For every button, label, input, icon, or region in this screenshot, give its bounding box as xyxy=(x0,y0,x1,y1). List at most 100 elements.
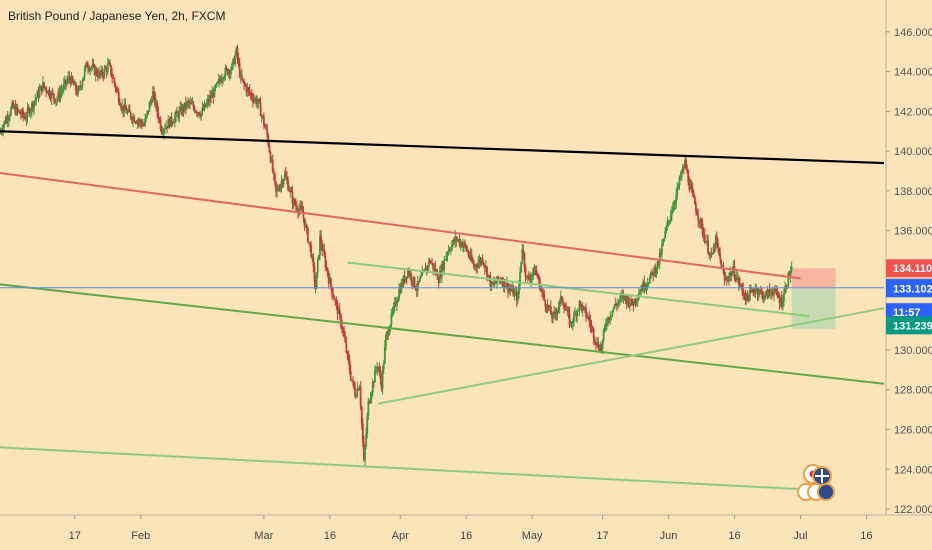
candle-body xyxy=(225,68,228,70)
candle-body xyxy=(563,304,565,310)
target-zone[interactable] xyxy=(791,268,836,288)
candle-body xyxy=(209,96,211,103)
candle-body xyxy=(590,326,593,328)
flag-uk-icon xyxy=(817,483,835,501)
candle-body xyxy=(306,228,309,242)
candle-body xyxy=(22,110,24,116)
candle-body xyxy=(772,294,774,296)
y-tick-label: 128.000 xyxy=(894,385,932,397)
candle-body xyxy=(197,112,199,114)
candle-body xyxy=(308,241,310,243)
trendline-light-green-upper[interactable] xyxy=(347,261,810,318)
candle-body xyxy=(337,309,340,315)
candle-body xyxy=(229,69,232,75)
candle-body xyxy=(129,112,132,118)
candle-body xyxy=(403,276,406,282)
candle-body xyxy=(503,279,506,288)
stop-zone[interactable] xyxy=(791,287,836,330)
candle-body xyxy=(603,326,606,331)
candle-body xyxy=(626,297,629,304)
candle-body xyxy=(437,279,440,284)
candle-body xyxy=(558,300,561,308)
candle-body xyxy=(501,281,504,286)
candle-body xyxy=(210,96,213,98)
candle-body xyxy=(625,297,628,304)
candle-body xyxy=(65,79,67,84)
candle-body xyxy=(685,160,687,170)
candle-body xyxy=(346,352,349,354)
price-tag-stop xyxy=(886,316,932,335)
candle-body xyxy=(2,125,5,131)
candle-body xyxy=(54,98,56,103)
candle-body xyxy=(448,249,451,251)
candle-body xyxy=(192,103,195,108)
candle-body xyxy=(493,282,496,284)
candle-body xyxy=(24,116,27,120)
candle-body xyxy=(757,293,760,295)
candle-body xyxy=(138,120,141,122)
candle-body xyxy=(251,98,254,102)
candle-body xyxy=(511,287,514,291)
candle-body xyxy=(488,275,491,277)
trendline-dark-green[interactable] xyxy=(0,283,885,385)
candle-body xyxy=(143,124,145,126)
candle-body xyxy=(194,111,197,113)
candle-body xyxy=(186,101,188,108)
candle-body xyxy=(633,298,636,306)
candle-body xyxy=(121,105,123,108)
candle-body xyxy=(486,266,488,278)
candle-body xyxy=(183,102,186,111)
candle-body xyxy=(29,110,32,115)
candle-body xyxy=(83,68,86,77)
candle-body xyxy=(673,205,675,208)
candle-body xyxy=(423,268,426,271)
trendline-light-green-bottom[interactable] xyxy=(0,446,801,491)
candle-body xyxy=(135,122,138,124)
candle-body xyxy=(412,276,415,284)
candle-body xyxy=(784,286,786,293)
candle-body xyxy=(71,76,74,82)
candle-body xyxy=(464,242,466,246)
candle-body xyxy=(588,316,591,322)
candle-body xyxy=(510,289,513,291)
candle-body xyxy=(45,87,48,92)
candle-body xyxy=(475,265,477,267)
candle-body xyxy=(635,299,638,302)
candle-body xyxy=(175,111,177,117)
candle-body xyxy=(487,275,490,278)
candle-body xyxy=(733,265,736,278)
candle-body xyxy=(593,338,596,343)
candle-body xyxy=(682,166,685,168)
trendline-light-green-support[interactable] xyxy=(378,307,885,405)
candle-body xyxy=(319,235,321,255)
candle-body xyxy=(663,237,665,242)
candle-body xyxy=(360,406,363,424)
candle-body xyxy=(615,304,618,306)
candle-body xyxy=(381,369,384,389)
trendline-black[interactable] xyxy=(0,130,885,165)
candle-body xyxy=(655,269,658,274)
candle-body xyxy=(491,282,494,284)
candle-body xyxy=(190,102,193,105)
candle-body xyxy=(188,101,191,104)
candle-body xyxy=(401,282,404,286)
candle-body xyxy=(279,185,282,191)
candle-body xyxy=(688,183,691,190)
candle-body xyxy=(311,256,314,258)
candle-body xyxy=(93,65,96,75)
trendline-red[interactable] xyxy=(0,172,801,280)
candle-body xyxy=(82,76,85,82)
candle-body xyxy=(547,304,550,309)
candle-body xyxy=(11,102,13,108)
candle-body xyxy=(710,253,713,255)
candle-body xyxy=(67,76,70,81)
candle-body xyxy=(59,92,62,98)
candle-body xyxy=(704,242,707,244)
candle-body xyxy=(44,86,46,88)
candle-body xyxy=(454,236,457,243)
candle-body xyxy=(203,103,206,110)
candle-body xyxy=(220,80,222,83)
candle-body xyxy=(136,121,139,124)
